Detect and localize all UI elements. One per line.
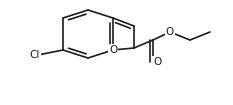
Text: O: O xyxy=(153,57,161,67)
Text: O: O xyxy=(166,27,174,37)
Text: O: O xyxy=(109,45,117,55)
Text: Cl: Cl xyxy=(30,50,40,60)
